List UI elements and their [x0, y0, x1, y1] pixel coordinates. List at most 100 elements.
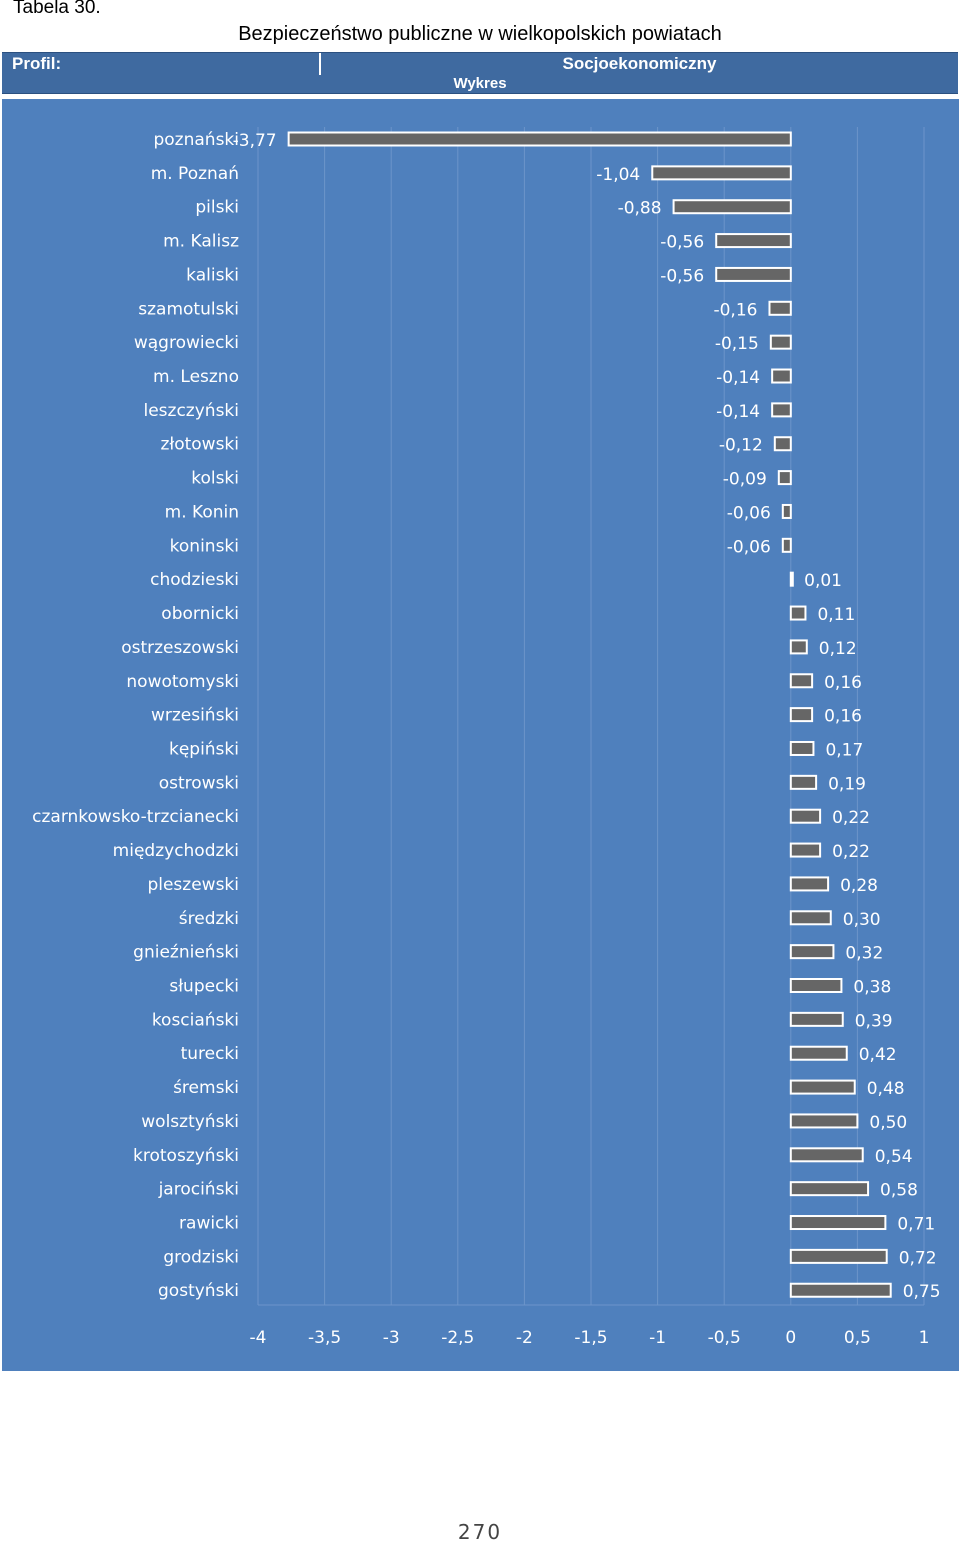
category-label: obornicki	[161, 604, 239, 624]
category-label: m. Poznań	[151, 164, 239, 184]
profile-label: Profil:	[12, 54, 62, 73]
bar	[789, 1282, 892, 1298]
bar	[789, 639, 808, 655]
header-divider	[319, 53, 321, 75]
category-label: kolski	[191, 469, 239, 489]
category-label: chodzieski	[150, 570, 239, 590]
bar	[789, 707, 814, 723]
category-label: rawicki	[179, 1214, 239, 1234]
bar	[789, 1147, 864, 1163]
category-label: m. Konin	[165, 502, 239, 522]
bar	[781, 537, 792, 553]
category-label: międzychodzki	[113, 841, 239, 861]
category-label: pleszewski	[147, 875, 239, 895]
category-label: pilski	[195, 198, 239, 218]
category-label: kaliski	[186, 265, 239, 285]
page-title: Bezpieczeństwo publiczne w wielkopolskic…	[238, 23, 722, 45]
x-tick-label: 1	[919, 1328, 930, 1348]
data-label: 0,11	[817, 605, 855, 625]
data-label: 0,12	[819, 639, 857, 659]
data-label: 0,50	[869, 1113, 907, 1133]
profile-value: Socjoekonomiczny	[562, 54, 717, 73]
bar	[789, 842, 822, 858]
data-label: 0,72	[899, 1248, 937, 1268]
bar	[771, 368, 792, 384]
data-label: 0,75	[903, 1282, 941, 1302]
bar	[789, 571, 794, 587]
category-label: wrzesiński	[151, 706, 239, 726]
category-label: poznański	[153, 130, 239, 150]
bar	[789, 774, 818, 790]
data-label: -0,14	[716, 402, 760, 422]
bar	[789, 673, 814, 689]
data-label: -0,56	[660, 266, 704, 286]
data-label: 0,42	[859, 1045, 897, 1065]
bar	[789, 910, 832, 926]
data-label: 0,39	[855, 1011, 893, 1031]
bar	[789, 1113, 859, 1129]
x-tick-label: -4	[250, 1328, 267, 1348]
category-label: szamotulski	[138, 299, 239, 319]
data-label: -0,06	[727, 503, 771, 523]
category-label: jarociński	[158, 1180, 239, 1200]
x-tick-label: -0,5	[708, 1328, 741, 1348]
data-label: 0,30	[843, 910, 881, 930]
data-label: -0,09	[723, 470, 767, 490]
category-label: nowotomyski	[126, 672, 239, 692]
category-label: m. Kalisz	[163, 232, 239, 252]
x-tick-label: -3,5	[308, 1328, 341, 1348]
data-label: 0,32	[845, 944, 883, 964]
bar	[789, 605, 807, 621]
x-tick-label: 0,5	[844, 1328, 871, 1348]
x-tick-label: -2,5	[441, 1328, 474, 1348]
category-label: ostrowski	[159, 773, 239, 793]
bar	[789, 1045, 848, 1061]
bar	[777, 470, 792, 486]
table-label: Tabela 30.	[13, 0, 101, 18]
data-label: 0,71	[897, 1215, 935, 1235]
bar	[773, 436, 792, 452]
data-label: -0,15	[715, 334, 759, 354]
bar	[789, 978, 843, 993]
category-label: krotoszyński	[133, 1146, 239, 1166]
category-label: gnieźnieński	[133, 943, 239, 963]
x-tick-label: -3	[383, 1328, 400, 1348]
data-label: 0,22	[832, 808, 870, 828]
bar	[771, 402, 792, 418]
chart-section-label: Wykres	[453, 75, 507, 92]
category-label: śremski	[173, 1078, 239, 1098]
data-label: -1,04	[596, 165, 640, 185]
bar	[769, 334, 792, 350]
chart-section-header: Wykres	[2, 75, 958, 94]
data-label: -0,16	[713, 300, 757, 320]
x-tick-label: 0	[785, 1328, 796, 1348]
x-tick-label: -2	[516, 1328, 533, 1348]
data-label: 0,19	[828, 774, 866, 794]
chart-panel: -4 -3,5 -3 -2,5 -2 -1,5 -1 -0,5 0 0,5 1 poznański -3…	[2, 99, 959, 1371]
category-label: czarnkowsko-trzcianecki	[32, 807, 239, 827]
category-label: m. Leszno	[153, 367, 239, 387]
category-label: średzki	[179, 909, 239, 929]
category-label: złotowski	[160, 435, 239, 455]
data-label: 0,17	[825, 740, 863, 760]
profile-header-row: Profil: Socjoekonomiczny	[2, 52, 958, 76]
category-label: słupecki	[169, 977, 239, 997]
bar	[715, 266, 792, 282]
data-label: 0,54	[875, 1147, 913, 1167]
data-label: -3,77	[233, 131, 277, 151]
bar	[789, 944, 835, 960]
bar	[789, 808, 822, 824]
bar	[781, 503, 792, 519]
bar	[789, 1248, 888, 1264]
bar	[768, 300, 792, 316]
data-label: 0,58	[880, 1181, 918, 1201]
category-label: ostrzeszowski	[121, 638, 239, 658]
category-label: wolsztyński	[141, 1112, 239, 1132]
bar	[789, 1011, 844, 1027]
bar	[287, 131, 792, 147]
bar	[651, 165, 792, 181]
data-label: -0,12	[719, 436, 763, 456]
data-label: 0,22	[832, 842, 870, 862]
category-label: kosciański	[152, 1010, 239, 1030]
category-label: leszczyński	[144, 401, 240, 421]
